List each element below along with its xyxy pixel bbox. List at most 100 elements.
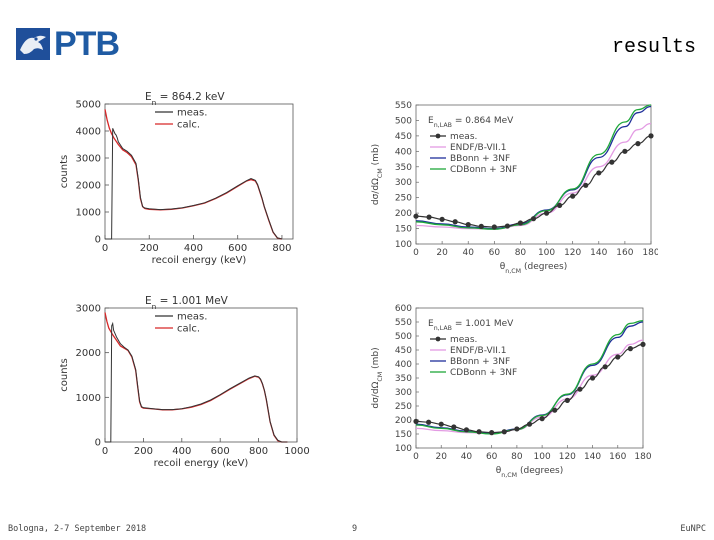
x-tick-label: 0 [413, 248, 419, 258]
chart-xs-1001MeV: 100 150 200 250 300 350 400 450 500 550 600 0 20 40 60… [371, 304, 652, 479]
data-point-meas [476, 429, 482, 435]
x-axis-label: recoil energy (keV) [154, 458, 249, 469]
legend-label: ENDF/B-VII.1 [450, 143, 507, 153]
legend-label: CDBonn + 3NF [450, 165, 517, 175]
footer-conference: Bologna, 2-7 September 2018 [8, 524, 147, 534]
x-tick-label: 160 [609, 452, 626, 462]
y-tick-label: 300 [395, 388, 412, 398]
data-point-meas [583, 182, 589, 188]
data-point-meas [577, 386, 583, 392]
data-point-meas [489, 430, 495, 436]
x-tick-label: 20 [436, 248, 448, 258]
y-tick-label: 350 [395, 163, 412, 173]
y-tick-label: 550 [395, 101, 412, 111]
data-point-meas [530, 216, 537, 222]
y-tick-label: 100 [395, 240, 412, 250]
eagle-icon [20, 35, 46, 54]
legend-marker [435, 336, 441, 342]
x-tick-label: 0 [413, 452, 419, 462]
x-tick-label: 60 [486, 452, 498, 462]
data-point-meas [635, 141, 641, 147]
x-tick-label: 400 [184, 243, 203, 254]
legend-label: meas. [450, 132, 477, 142]
data-point-meas [517, 220, 524, 226]
x-tick-label: 0 [102, 243, 108, 254]
x-tick-label: 40 [462, 248, 474, 258]
x-tick-label: 800 [272, 243, 291, 254]
chart-title: En,LAB = 1.001 MeV [428, 319, 514, 332]
data-point-meas [463, 427, 470, 433]
x-axis-label: θn,CM (degrees) [500, 262, 567, 275]
y-axis-label: counts [59, 155, 70, 188]
chart-title: En = 864.2 keV [145, 91, 225, 107]
data-point-meas [439, 216, 445, 222]
plot-frame [104, 103, 294, 240]
plot-frame [104, 307, 298, 443]
legend-label: ENDF/B-VII.1 [450, 346, 507, 356]
x-tick-label: 180 [642, 248, 658, 258]
data-point-meas [491, 224, 497, 230]
x-tick-label: 160 [616, 248, 633, 258]
y-tick-label: 450 [395, 346, 412, 356]
x-tick-label: 200 [134, 446, 153, 457]
y-tick-label: 3000 [76, 154, 101, 165]
y-tick-label: 2000 [76, 181, 101, 192]
y-axis-label: counts [59, 358, 70, 391]
x-tick-label: 100 [534, 452, 551, 462]
x-tick-label: 120 [559, 452, 576, 462]
chart-title: En = 1.001 MeV [145, 295, 229, 311]
x-tick-label: 800 [249, 446, 268, 457]
series-line-meas [105, 321, 288, 443]
y-tick-label: 550 [395, 318, 412, 328]
data-point-meas [478, 223, 484, 229]
data-point-meas [543, 210, 550, 216]
chart-recoil-864keV: 0 1000 2000 3000 4000 5000 0 200 400 600 800 recoil… [59, 91, 294, 266]
series-line-meas [105, 128, 283, 240]
x-tick-label: 140 [584, 452, 601, 462]
data-point-meas [438, 421, 444, 427]
chart-recoil-1001keV: 0 1000 2000 3000 0 200 400 600 800 1000 recoil ene… [59, 295, 310, 469]
x-tick-label: 80 [515, 248, 527, 258]
legend-label: calc. [177, 120, 200, 131]
y-tick-label: 500 [395, 116, 412, 126]
y-tick-label: 1000 [76, 393, 101, 404]
data-point-meas [627, 346, 633, 352]
x-tick-label: 140 [590, 248, 607, 258]
data-point-meas [465, 221, 471, 228]
x-tick-label: 120 [564, 248, 581, 258]
x-tick-label: 40 [461, 452, 473, 462]
data-point-meas [622, 148, 628, 154]
data-point-meas [564, 397, 570, 403]
data-point-meas [426, 214, 432, 220]
y-tick-label: 200 [395, 209, 412, 219]
x-tick-label: 1000 [284, 446, 309, 457]
data-point-meas [526, 421, 533, 427]
y-axis-label: dσ/dΩCM (mb) [371, 144, 384, 205]
data-point-meas [451, 424, 457, 430]
y-tick-label: 100 [395, 444, 412, 454]
x-tick-label: 200 [140, 243, 159, 254]
data-point-meas [602, 364, 608, 370]
data-point-meas [514, 426, 520, 432]
data-point-meas [640, 341, 646, 347]
legend-label: meas. [450, 335, 477, 345]
y-tick-label: 400 [395, 360, 412, 370]
legend-marker [435, 133, 441, 139]
x-tick-label: 0 [102, 446, 108, 457]
data-point-meas [570, 193, 576, 199]
data-point-meas [501, 429, 507, 435]
legend-label: calc. [177, 324, 200, 335]
x-tick-label: 60 [489, 248, 501, 258]
y-tick-label: 250 [395, 402, 412, 412]
footer-page-number: 9 [352, 524, 358, 534]
data-point-meas [504, 223, 510, 229]
ptb-logo-text: PTB [54, 25, 120, 63]
y-tick-label: 600 [395, 304, 412, 314]
y-tick-label: 1000 [76, 208, 101, 219]
y-axis-label: dσ/dΩCM (mb) [371, 347, 384, 408]
legend-label: CDBonn + 3NF [450, 368, 517, 378]
legend-label: BBonn + 3NF [450, 154, 510, 164]
y-tick-label: 450 [395, 132, 412, 142]
legend-label: BBonn + 3NF [450, 357, 510, 367]
